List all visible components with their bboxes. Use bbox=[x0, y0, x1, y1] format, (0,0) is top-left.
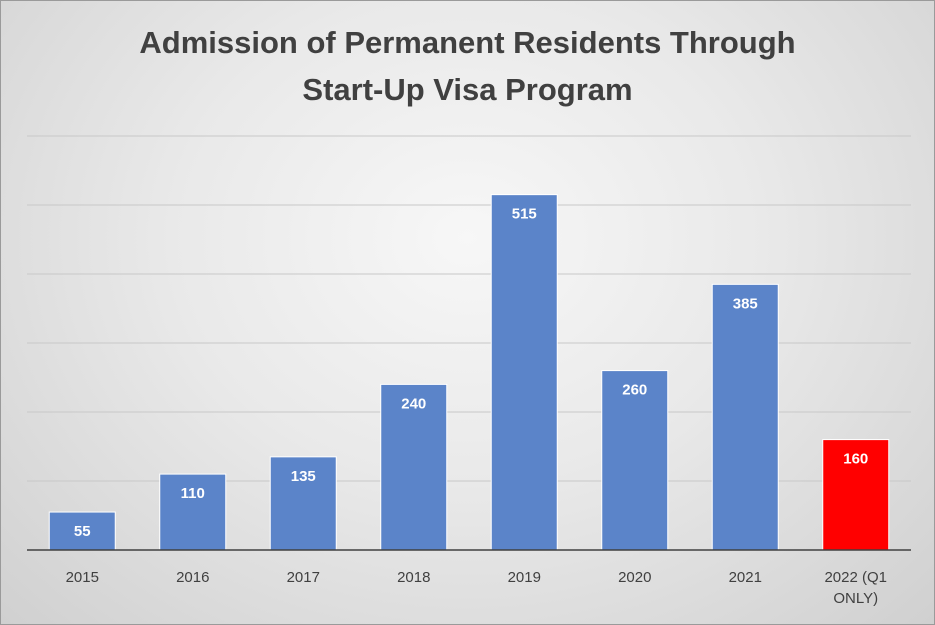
bar-2021 bbox=[711, 283, 779, 551]
x-tick-label: 2016 bbox=[176, 569, 209, 586]
x-tick-label: 2021 bbox=[729, 569, 762, 586]
chart-title-line-1: Admission of Permanent Residents Through bbox=[139, 25, 796, 60]
chart-title-line-2: Start-Up Visa Program bbox=[302, 72, 633, 107]
bars bbox=[48, 194, 890, 551]
data-label: 160 bbox=[843, 451, 868, 468]
bar-2016 bbox=[159, 473, 227, 551]
x-tick-label: 2019 bbox=[508, 569, 541, 586]
data-label: 55 bbox=[74, 523, 91, 540]
data-labels: 55 110 135 240 515 260 385 160 bbox=[74, 206, 868, 540]
x-tick-label: 2015 bbox=[66, 569, 99, 586]
data-label: 240 bbox=[401, 395, 426, 412]
bar-2019 bbox=[490, 194, 558, 551]
x-tick-label: 2018 bbox=[397, 569, 430, 586]
data-label: 260 bbox=[622, 382, 647, 399]
data-label: 135 bbox=[291, 468, 316, 485]
x-tick-label: 2020 bbox=[618, 569, 651, 586]
x-tick-labels: 2015 2016 2017 2018 2019 2020 2021 2022 (Q1 ONLY… bbox=[66, 569, 887, 607]
chart-title: Admission of Permanent Residents Through… bbox=[1, 19, 934, 113]
bar-2017 bbox=[269, 456, 337, 551]
x-tick-label: ONLY) bbox=[833, 590, 878, 607]
x-tick-label: 2022 (Q1 bbox=[824, 569, 887, 586]
data-label: 385 bbox=[733, 295, 758, 312]
x-tick-label: 2017 bbox=[287, 569, 320, 586]
bar-2018 bbox=[380, 383, 448, 551]
data-label: 110 bbox=[181, 485, 205, 502]
data-label: 515 bbox=[512, 206, 537, 223]
bar-2015 bbox=[48, 511, 116, 551]
